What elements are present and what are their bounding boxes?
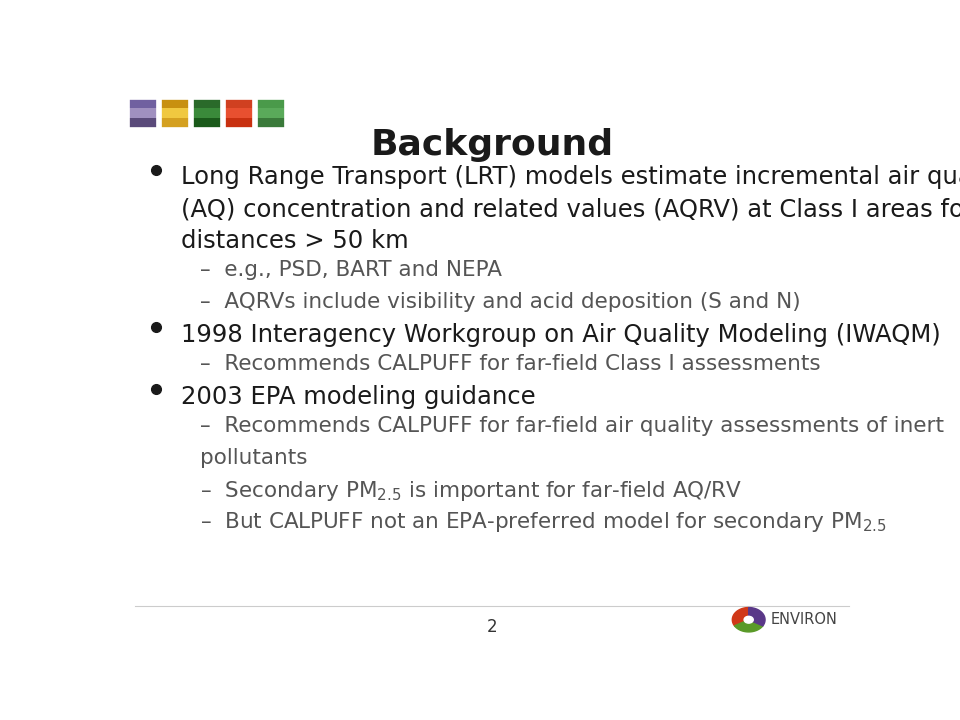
Text: –  Recommends CALPUFF for far-field air quality assessments of inert: – Recommends CALPUFF for far-field air q… xyxy=(201,415,945,436)
Text: –  e.g., PSD, BART and NEPA: – e.g., PSD, BART and NEPA xyxy=(201,261,502,281)
Circle shape xyxy=(744,616,754,623)
Text: ENVIRON: ENVIRON xyxy=(771,612,838,627)
FancyBboxPatch shape xyxy=(225,99,253,109)
Polygon shape xyxy=(732,608,749,626)
FancyBboxPatch shape xyxy=(257,109,285,118)
FancyBboxPatch shape xyxy=(129,109,157,118)
FancyBboxPatch shape xyxy=(161,109,189,118)
FancyBboxPatch shape xyxy=(225,109,253,118)
FancyBboxPatch shape xyxy=(161,118,189,128)
Text: –  Secondary PM$_{2.5}$ is important for far-field AQ/RV: – Secondary PM$_{2.5}$ is important for … xyxy=(201,479,742,503)
Polygon shape xyxy=(734,620,763,632)
FancyBboxPatch shape xyxy=(129,118,157,128)
Text: pollutants: pollutants xyxy=(201,448,308,468)
Text: –  AQRVs include visibility and acid deposition (S and N): – AQRVs include visibility and acid depo… xyxy=(201,292,801,312)
FancyBboxPatch shape xyxy=(193,109,221,118)
FancyBboxPatch shape xyxy=(257,118,285,128)
Text: 2: 2 xyxy=(487,618,497,636)
Text: Long Range Transport (LRT) models estimate incremental air quality: Long Range Transport (LRT) models estima… xyxy=(181,165,960,189)
Polygon shape xyxy=(749,608,765,626)
Text: (AQ) concentration and related values (AQRV) at Class I areas for: (AQ) concentration and related values (A… xyxy=(181,197,960,221)
Text: 1998 Interagency Workgroup on Air Quality Modeling (IWAQM): 1998 Interagency Workgroup on Air Qualit… xyxy=(181,323,941,346)
Text: –  But CALPUFF not an EPA-preferred model for secondary PM$_{2.5}$: – But CALPUFF not an EPA-preferred model… xyxy=(201,510,887,534)
FancyBboxPatch shape xyxy=(193,99,221,109)
FancyBboxPatch shape xyxy=(129,99,157,109)
Text: 2003 EPA modeling guidance: 2003 EPA modeling guidance xyxy=(181,384,536,409)
FancyBboxPatch shape xyxy=(225,118,253,128)
Text: distances > 50 km: distances > 50 km xyxy=(181,230,409,253)
FancyBboxPatch shape xyxy=(161,99,189,109)
Text: –  Recommends CALPUFF for far-field Class I assessments: – Recommends CALPUFF for far-field Class… xyxy=(201,354,821,374)
FancyBboxPatch shape xyxy=(193,118,221,128)
FancyBboxPatch shape xyxy=(257,99,285,109)
Text: Background: Background xyxy=(371,128,613,162)
